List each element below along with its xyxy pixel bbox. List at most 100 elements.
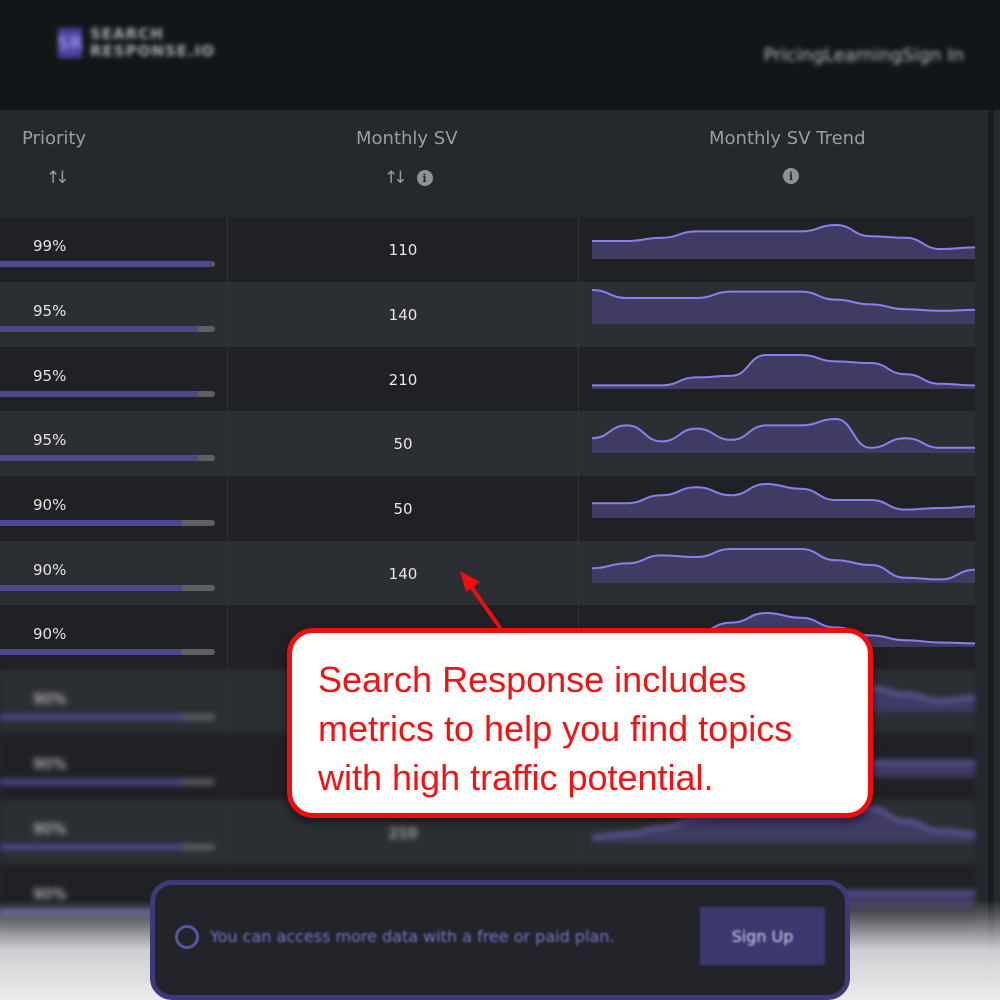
priority-bar [0, 714, 215, 720]
monthly-sv-value: 110 [388, 241, 418, 259]
priority-cell: 90% [0, 541, 228, 606]
monthly-sv-cell: 50 [228, 411, 579, 476]
priority-value: 99% [33, 237, 67, 255]
trend-sparkline [592, 223, 975, 259]
annotation-callout: Search Response includes metrics to help… [287, 628, 873, 818]
priority-bar [0, 585, 215, 591]
keyword-table: Priority ↑↓ Monthly SV ↑↓ i Monthly SV Tr… [0, 110, 988, 1000]
table-header: Priority ↑↓ Monthly SV ↑↓ i Monthly SV Tr… [0, 110, 975, 216]
nav-pricing[interactable]: Pricing [763, 45, 825, 66]
priority-bar-fill [0, 261, 212, 267]
trend-cell [579, 476, 975, 541]
priority-value: 90% [33, 625, 67, 643]
priority-bar [0, 391, 215, 397]
priority-bar-fill [0, 520, 182, 526]
logo-mark: SR [57, 28, 83, 58]
column-header-priority[interactable]: Priority [22, 128, 87, 149]
priority-value: 90% [33, 885, 67, 903]
priority-cell: 90% [0, 605, 228, 670]
priority-cell: 90% [0, 476, 228, 541]
table-row[interactable]: 90% 140 [0, 541, 975, 606]
monthly-sv-value: 50 [393, 500, 413, 518]
monthly-sv-value: 210 [388, 824, 418, 842]
trend-cell [579, 411, 975, 476]
priority-bar [0, 649, 215, 655]
priority-bar-fill [0, 455, 199, 461]
info-icon[interactable]: i [783, 168, 799, 184]
priority-cell: 95% [0, 282, 228, 347]
trend-cell [579, 217, 975, 282]
banner-text: You can access more data with a free or … [210, 927, 615, 946]
sort-icon[interactable]: ↑↓ [46, 168, 69, 188]
table-row[interactable]: 95% 50 [0, 411, 975, 476]
column-header-monthly-sv[interactable]: Monthly SV [356, 128, 458, 149]
trend-sparkline [592, 289, 975, 324]
trend-sparkline [592, 354, 975, 389]
info-icon[interactable]: i [416, 170, 433, 186]
priority-bar-fill [0, 585, 182, 591]
priority-cell: 90% [0, 670, 228, 735]
callout-text: Search Response includes metrics to help… [318, 659, 793, 798]
priority-bar-fill [0, 779, 182, 785]
priority-value: 95% [33, 367, 67, 385]
priority-bar-fill [0, 714, 182, 720]
monthly-sv-cell: 210 [228, 800, 579, 865]
priority-value: 90% [33, 561, 67, 579]
info-circle-icon [175, 925, 199, 949]
priority-value: 90% [33, 496, 67, 514]
priority-value: 95% [33, 431, 67, 449]
monthly-sv-cell: 140 [228, 282, 579, 347]
sparkline-area [592, 355, 975, 389]
monthly-sv-value: 210 [388, 371, 418, 389]
sparkline-line [592, 417, 975, 449]
priority-cell: 90% [0, 800, 228, 865]
priority-bar-fill [0, 326, 199, 332]
priority-cell: 99% [0, 217, 228, 282]
table-row[interactable]: 95% 140 [0, 282, 975, 347]
priority-bar [0, 326, 215, 332]
priority-value: 90% [33, 690, 67, 708]
column-header-monthly-sv-trend[interactable]: Monthly SV Trend [709, 128, 866, 149]
sparkline-line [592, 482, 975, 511]
sparkline-area [592, 808, 975, 842]
monthly-sv-value: 140 [388, 565, 418, 583]
nav-sign-in[interactable]: Sign In [902, 45, 964, 66]
monthly-sv-value: 50 [393, 435, 413, 453]
table-row[interactable]: 99% 110 [0, 217, 975, 282]
sparkline-line [592, 289, 975, 312]
trend-cell [579, 541, 975, 606]
scrollbar[interactable] [988, 110, 994, 1000]
top-navigation-bar: SR SEARCH RESPONSE.IO Pricing Learning S… [0, 0, 1000, 110]
priority-bar-fill [0, 844, 182, 850]
trend-cell [579, 347, 975, 412]
table-row[interactable]: 95% 210 [0, 347, 975, 412]
priority-bar [0, 520, 215, 526]
priority-cell: 95% [0, 411, 228, 476]
trend-sparkline [592, 417, 975, 453]
priority-value: 90% [33, 755, 67, 773]
nav-links: Pricing Learning Sign In [763, 45, 964, 66]
signup-banner: You can access more data with a free or … [150, 880, 850, 1000]
monthly-sv-cell: 50 [228, 476, 579, 541]
monthly-sv-cell: 110 [228, 217, 579, 282]
logo-line2: RESPONSE.IO [90, 42, 215, 60]
sparkline-area [592, 225, 975, 259]
priority-cell: 90% [0, 735, 228, 800]
logo[interactable]: SR SEARCH RESPONSE.IO [57, 26, 215, 60]
trend-cell [579, 282, 975, 347]
sign-up-button[interactable]: Sign Up [700, 907, 825, 965]
priority-cell: 95% [0, 347, 228, 412]
trend-sparkline [592, 482, 975, 518]
sort-icon[interactable]: ↑↓ [384, 168, 407, 188]
priority-value: 90% [33, 820, 67, 838]
sparkline-line [592, 354, 975, 387]
table-row[interactable]: 90% 50 [0, 476, 975, 541]
monthly-sv-cell: 140 [228, 541, 579, 606]
nav-learning[interactable]: Learning [824, 45, 903, 66]
trend-sparkline [592, 548, 975, 583]
priority-bar [0, 261, 215, 267]
monthly-sv-cell: 210 [228, 347, 579, 412]
priority-bar [0, 779, 215, 785]
sparkline-area [592, 419, 975, 453]
